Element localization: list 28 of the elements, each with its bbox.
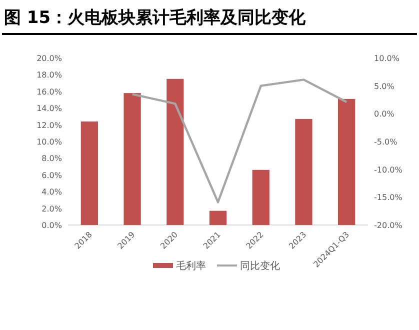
bar bbox=[209, 210, 227, 225]
y2-tick-label: 0.0% bbox=[374, 110, 395, 119]
legend-label: 毛利率 bbox=[176, 260, 206, 272]
bar bbox=[124, 93, 141, 225]
y2-tick-label: -15.0% bbox=[374, 193, 403, 202]
y2-tick-label: 5.0% bbox=[374, 82, 395, 91]
y-tick-label: 6.0% bbox=[42, 170, 62, 180]
y2-tick-label: -10.0% bbox=[374, 165, 403, 174]
y-tick-label: 4.0% bbox=[42, 188, 62, 197]
bar bbox=[338, 98, 356, 225]
chart-title: 图 15：火电板块累计毛利率及同比变化 bbox=[4, 7, 306, 29]
y-tick-label: 8.0% bbox=[42, 154, 62, 164]
y-tick-label: 2.0% bbox=[42, 204, 62, 214]
y2-tick-label: -20.0% bbox=[374, 221, 403, 230]
legend-label: 同比变化 bbox=[240, 260, 280, 272]
y-tick-label: 16.0% bbox=[36, 87, 62, 96]
bar bbox=[80, 121, 98, 225]
y-tick-label: 12.0% bbox=[36, 120, 62, 130]
y-tick-label: 10.0% bbox=[36, 138, 62, 146]
bar bbox=[166, 78, 184, 225]
y-tick-label: 14.0% bbox=[36, 104, 62, 114]
bar bbox=[295, 118, 312, 225]
y-tick-label: 0.0% bbox=[42, 221, 62, 230]
y-tick-label: 20.0% bbox=[36, 54, 62, 63]
y2-tick-label: -5.0% bbox=[374, 138, 398, 146]
y2-tick-label: 10.0% bbox=[374, 54, 400, 63]
bar bbox=[252, 170, 270, 225]
y-tick-label: 18.0% bbox=[36, 70, 62, 80]
